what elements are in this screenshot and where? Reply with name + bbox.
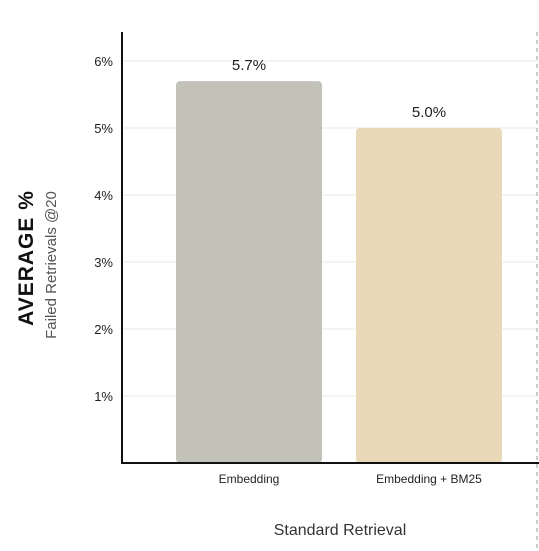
y-tick-label: 1% — [94, 389, 113, 404]
y-tick-label: 3% — [94, 255, 113, 270]
bar — [356, 128, 502, 463]
bar — [176, 81, 322, 463]
y-tick-labels: 1% 2% 3% 4% 5% 6% — [94, 54, 113, 404]
x-axis-label: Standard Retrieval — [274, 522, 407, 539]
y-tick-label: 2% — [94, 322, 113, 337]
data-labels: 5.7% 5.0% — [232, 57, 446, 121]
bars — [176, 81, 502, 463]
data-label: 5.0% — [412, 104, 446, 121]
y-axis-title: AVERAGE % — [15, 190, 38, 326]
x-category-label: Embedding — [219, 472, 280, 486]
y-tick-label: 4% — [94, 188, 113, 203]
y-tick-label: 5% — [94, 121, 113, 136]
data-label: 5.7% — [232, 57, 266, 74]
x-category-label: Embedding + BM25 — [376, 472, 482, 486]
y-tick-label: 6% — [94, 54, 113, 69]
y-axis-subtitle: Failed Retrievals @20 — [43, 191, 60, 339]
x-category-labels: Embedding Embedding + BM25 — [219, 472, 483, 486]
